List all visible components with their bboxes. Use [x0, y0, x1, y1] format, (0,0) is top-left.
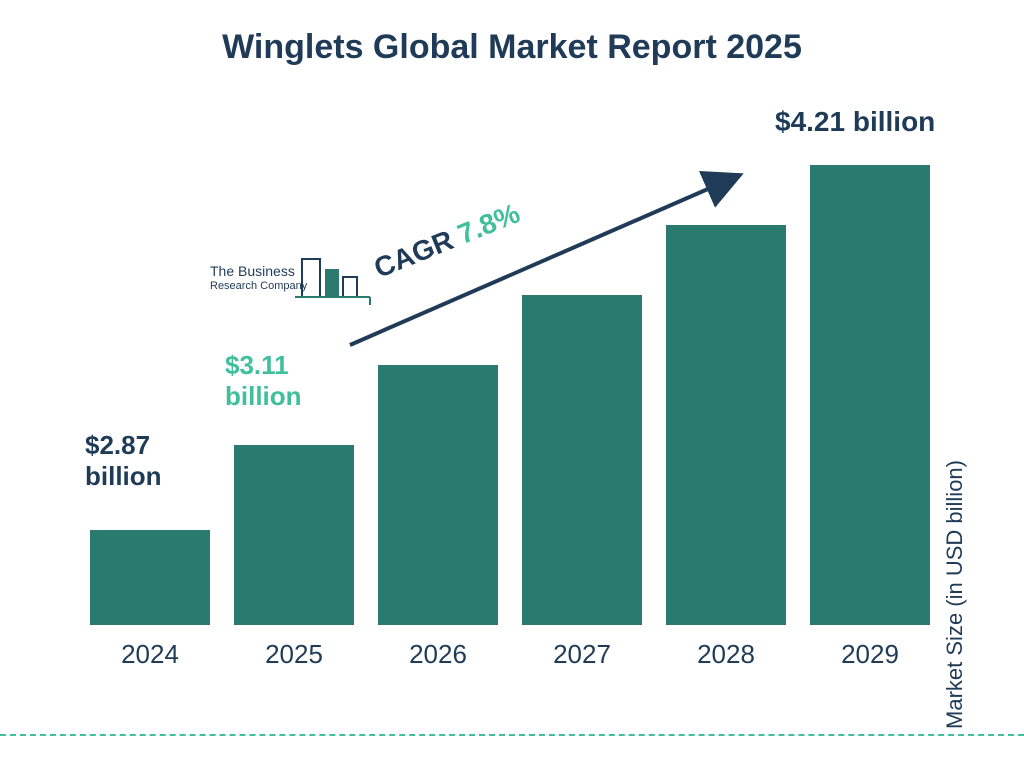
xtick-0: 2024	[90, 639, 210, 670]
xtick-2: 2026	[378, 639, 498, 670]
callout-2024: $2.87 billion	[85, 430, 205, 492]
x-axis: 2024 2025 2026 2027 2028 2029	[90, 639, 930, 670]
xtick-3: 2027	[522, 639, 642, 670]
callout-2029: $4.21 billion	[775, 105, 935, 139]
xtick-5: 2029	[810, 639, 930, 670]
footer-divider	[0, 734, 1024, 736]
bar-2025	[234, 445, 354, 625]
bar-2028	[666, 225, 786, 625]
chart-title: Winglets Global Market Report 2025	[0, 0, 1024, 67]
xtick-4: 2028	[666, 639, 786, 670]
callout-2025: $3.11 billion	[225, 350, 345, 412]
bar-2027	[522, 295, 642, 625]
bar-2029	[810, 165, 930, 625]
bar-2026	[378, 365, 498, 625]
xtick-1: 2025	[234, 639, 354, 670]
bar-2024	[90, 530, 210, 625]
y-axis-label: Market Size (in USD billion)	[942, 460, 968, 729]
chart-area: The Business Research Company 2024 2025 …	[90, 110, 930, 670]
